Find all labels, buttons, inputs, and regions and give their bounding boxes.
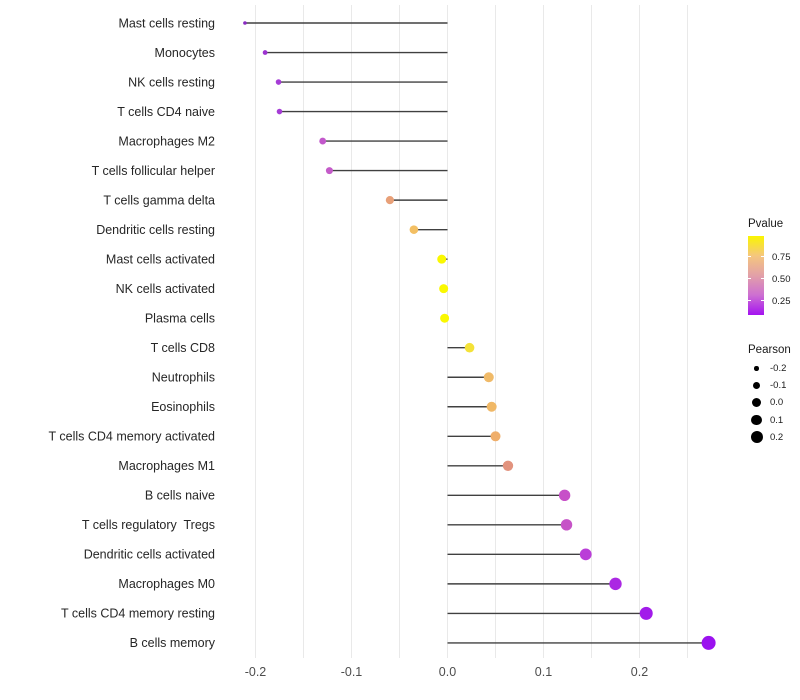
x-tick-label: -0.1 (341, 665, 363, 679)
colorbar-tick (748, 278, 764, 279)
category-label: Mast cells resting (118, 16, 215, 30)
lollipop-dot (558, 489, 571, 502)
category-label: NK cells resting (128, 75, 215, 89)
category-label: NK cells activated (116, 282, 215, 296)
category-label: T cells gamma delta (103, 193, 215, 207)
x-tick-label: 0.1 (535, 665, 552, 679)
pearson-size-dot (752, 398, 761, 408)
category-label: Macrophages M2 (118, 134, 215, 148)
pearson-size-label: -0.1 (770, 380, 787, 392)
lollipop-dot (486, 401, 497, 412)
category-label: T cells CD8 (151, 341, 215, 355)
lollipop-dot (483, 372, 494, 383)
category-label: Eosinophils (151, 400, 215, 414)
pearson-size-entry: 0.0 (748, 394, 800, 411)
pearson-size-dot-wrap (748, 382, 765, 390)
x-tick-label: -0.2 (245, 665, 267, 679)
lollipop-dot (490, 431, 501, 442)
lollipop-dot (464, 342, 475, 353)
lollipop-dot (385, 196, 394, 205)
category-label: T cells CD4 naive (117, 105, 215, 119)
pearson-size-dot (750, 431, 763, 444)
colorbar-tick-label: 0.75 (772, 252, 791, 263)
pearson-legend-title: Pearson (748, 344, 791, 356)
lollipop-dot (243, 21, 247, 25)
lollipop-dot (440, 313, 450, 323)
lollipop-dot (609, 577, 622, 591)
colorbar-tick-label: 0.25 (772, 296, 791, 307)
category-label: T cells regulatory Tregs (82, 518, 215, 532)
category-label: Macrophages M0 (118, 577, 215, 591)
category-label: T cells CD4 memory activated (49, 430, 216, 444)
lollipop-dot (325, 167, 333, 175)
pearson-size-dot (753, 382, 760, 390)
pearson-size-dot (751, 414, 762, 426)
lollipop-dot (437, 254, 447, 264)
lollipop-dot (502, 460, 514, 471)
pearson-size-dot-wrap (748, 431, 765, 444)
category-label: Plasma cells (145, 312, 215, 326)
category-label: T cells CD4 memory resting (61, 607, 215, 621)
pearson-size-label: 0.2 (770, 431, 784, 443)
pearson-size-entry: -0.2 (748, 360, 800, 377)
pearson-size-label: 0.1 (770, 414, 784, 426)
pearson-size-label: -0.2 (770, 363, 787, 375)
lollipop-dot (560, 519, 573, 531)
category-label: Neutrophils (152, 371, 215, 385)
pearson-size-dot (754, 366, 759, 371)
pvalue-colorbar (748, 236, 764, 315)
category-label: Monocytes (155, 46, 215, 60)
lollipop-dot (439, 284, 449, 294)
pearson-size-dot-wrap (748, 414, 765, 426)
colorbar-tick-label: 0.50 (772, 274, 791, 285)
pearson-size-entry: -0.1 (748, 377, 800, 394)
pearson-size-entries: -0.2 -0.1 0.0 0.1 0.2 (748, 360, 800, 446)
pvalue-legend-title: Pvalue (748, 218, 784, 230)
category-label: B cells memory (130, 636, 216, 650)
category-label: Dendritic cells resting (96, 223, 215, 237)
pearson-size-label: 0.0 (770, 397, 784, 409)
colorbar-tick (748, 300, 764, 301)
category-label: Dendritic cells activated (84, 548, 215, 562)
pearson-size-entry: 0.2 (748, 429, 800, 446)
lollipop-dot (275, 79, 282, 85)
pearson-size-entry: 0.1 (748, 412, 800, 429)
category-label: B cells naive (145, 489, 215, 503)
category-label: T cells follicular helper (92, 164, 215, 178)
colorbar-tick (748, 256, 764, 257)
lollipop-dot (701, 635, 716, 650)
lollipop-dot (409, 225, 419, 234)
x-tick-label: 0.0 (439, 665, 456, 679)
lollipop-dot (579, 548, 592, 561)
lollipop-dot (319, 137, 327, 145)
category-label: Mast cells activated (106, 252, 215, 266)
x-tick-label: 0.2 (631, 665, 648, 679)
pearson-size-dot-wrap (748, 398, 765, 408)
lollipop-dot (262, 50, 268, 55)
lollipop-dot (639, 606, 653, 620)
pearson-size-dot-wrap (748, 366, 765, 371)
category-label: Macrophages M1 (118, 459, 215, 473)
lollipop-dot (276, 108, 283, 115)
